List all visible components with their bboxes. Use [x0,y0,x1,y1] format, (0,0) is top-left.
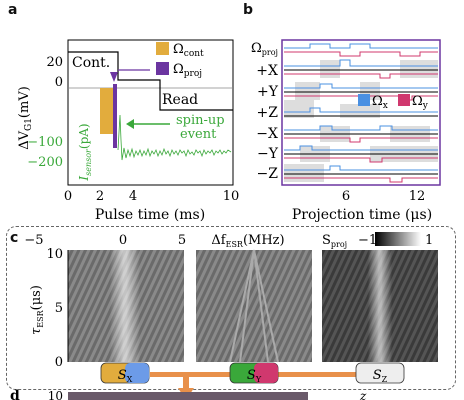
annotation-text-2: event [180,127,217,142]
legend-y-label: Ωy [412,94,429,111]
legend-y-swatch [398,94,410,106]
row-label-plus-z: +Z [257,105,279,121]
c-y-tick-5: 5 [55,301,63,316]
y-tick-m200: −200 [27,155,63,170]
panel-a-xlabel: Pulse time (ms) [95,207,205,223]
heatmap-sz-band [368,250,392,362]
panel-a-frame [67,39,234,186]
panel-a-chart: 20 0 −100 −200 0 2 4 10 Pulse time (ms) … [17,39,240,223]
row-label-minus-y: −Y [257,146,279,162]
y-tick-20: 20 [46,55,63,70]
c-ylabel: τESR(μs) [29,285,45,335]
proj-block [113,84,117,148]
colorbar [375,232,421,246]
panel-c-dashed-box [6,226,456,390]
panel-b-chart: Ωproj +X +Y +Z −X −Y −Z Ωx Ωy 6 12 Proje… [251,39,441,223]
row-label-minus-z: −Z [257,166,279,182]
tag-sx-label: SX [118,368,133,384]
sensor-trace [117,114,232,161]
legend-x-swatch [358,94,370,106]
c-top-tick-5: 5 [178,233,186,248]
proj-arrow [110,72,118,82]
y-tick-m100: −100 [27,135,63,150]
panel-label-c: c [10,230,19,246]
b-x-tick-6: 6 [342,189,350,204]
d-y-tick: 10 [48,389,63,400]
legend-proj-label: Ωproj [173,62,202,79]
legend-cont-swatch [156,42,169,55]
y-tick-0: 0 [55,75,63,90]
colorbar-max: 1 [425,233,433,248]
x-tick-2: 2 [96,189,104,204]
c-y-tick-10: 10 [46,247,63,262]
row-label-plus-x: +X [256,63,278,79]
c-y-tick-0: 0 [55,355,63,370]
read-label: Read [162,92,198,108]
x-tick-0: 0 [64,189,72,204]
panel-label-d: d [10,388,20,400]
legend-x-label: Ωx [372,94,388,111]
tag-sx-blue [125,363,149,383]
tag-sz-label: SZ [373,368,388,384]
panel-label-a: a [8,2,18,18]
annotation-arrow-head [126,119,134,129]
panel-b-pulses [284,43,438,183]
panel-d-image [68,392,308,400]
c-top-tick-m5: −5 [24,233,43,248]
legend-proj-swatch [156,62,169,75]
d-top-right: z [359,389,367,400]
panel-c-chart: −5 0 5 ΔfESR(MHz) Sproj −1 1 10 5 0 τESR… [10,232,438,400]
legend-cont-label: Ωcont [173,42,204,59]
colorbar-min: −1 [358,233,377,248]
row-label-minus-x: −X [256,126,278,142]
heatmap-sy [196,250,312,362]
annotation-text-1: spin-up [176,113,225,128]
panel-a-ylabel: ΔVG1(mV) [17,86,34,150]
x-tick-4: 4 [129,189,137,204]
row-label-proj: Ωproj [251,41,278,57]
panel-a-y2label: Isensor(pA) [77,123,93,181]
panel-label-b: b [243,2,254,18]
b-x-tick-12: 12 [409,189,426,204]
c-top-xlabel: ΔfESR(MHz) [211,233,284,249]
c-top-tick-0: 0 [119,233,127,248]
cont-block [100,88,113,134]
tag-sz [355,362,405,384]
colorbar-label: Sproj [322,233,347,249]
cont-label: Cont. [72,55,110,71]
heatmap-sy-pattern [229,249,279,363]
row-label-plus-y: +Y [257,84,279,100]
tag-sy-pink [254,363,278,383]
tag-sy-label: SY [247,368,262,384]
panel-b-xlabel: Projection time (μs) [292,207,432,223]
pulse-trace [68,51,233,111]
heatmap-sx-band [110,250,140,362]
x-tick-10: 10 [223,189,240,204]
